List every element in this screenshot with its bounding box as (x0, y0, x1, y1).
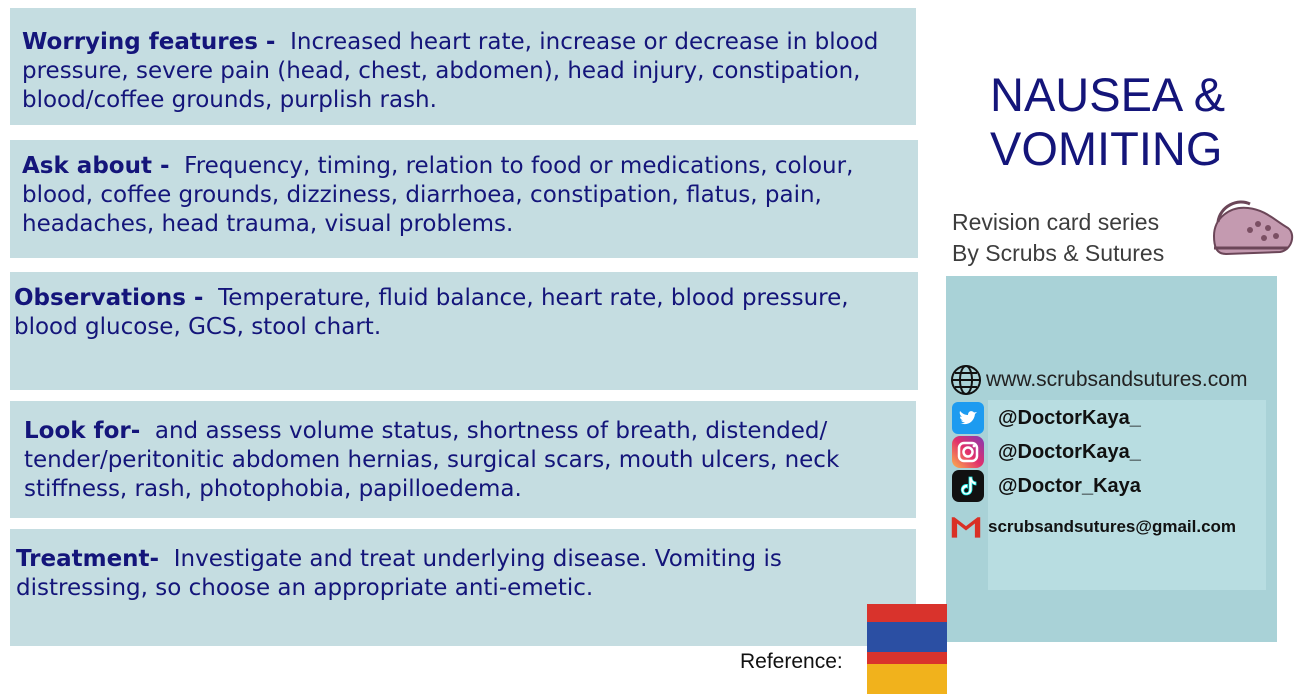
twitter-icon (952, 402, 984, 434)
title-line-1: NAUSEA & (990, 68, 1226, 121)
tiktok-handle[interactable]: @Doctor_Kaya (998, 474, 1141, 497)
website-link[interactable]: www.scrubsandsutures.com (986, 368, 1248, 391)
card-body: Investigate and treat underlying disease… (16, 546, 782, 601)
instagram-row[interactable]: @DoctorKaya_ (952, 436, 1141, 468)
card-heading: Look for- (24, 418, 141, 444)
tiktok-icon (952, 470, 984, 502)
series-line-2: By Scrubs & Sutures (952, 240, 1165, 266)
twitter-row[interactable]: @DoctorKaya_ (952, 402, 1141, 434)
card-heading: Treatment- (16, 546, 160, 572)
website-row[interactable]: www.scrubsandsutures.com (950, 364, 1247, 396)
contact-inner-panel (988, 400, 1266, 590)
gmail-icon (951, 517, 981, 538)
reference-book-cover (867, 604, 947, 694)
title-line-2: VOMITING (990, 122, 1223, 175)
email-address[interactable]: scrubsandsutures@gmail.com (988, 517, 1237, 536)
instagram-icon (952, 436, 984, 468)
card-observations: Observations - Temperature, fluid balanc… (10, 272, 918, 390)
card-body: and assess volume status, shortness of b… (24, 418, 840, 502)
book-bottom-strip (867, 664, 947, 694)
instagram-handle[interactable]: @DoctorKaya_ (998, 440, 1141, 463)
email-row[interactable]: scrubsandsutures@gmail.com (950, 511, 1236, 543)
book-title-band (867, 622, 947, 652)
reference-label: Reference: (740, 650, 843, 673)
tiktok-row[interactable]: @Doctor_Kaya (952, 470, 1141, 502)
series-caption: Revision card series By Scrubs & Sutures (952, 207, 1212, 269)
series-line-1: Revision card series (952, 209, 1160, 235)
card-heading: Ask about - (22, 153, 170, 179)
card-heading: Worrying features - (22, 29, 276, 55)
card-worrying-features: Worrying features - Increased heart rate… (10, 8, 916, 125)
card-look-for: Look for- and assess volume status, shor… (10, 401, 916, 518)
card-treatment: Treatment- Investigate and treat underly… (10, 529, 916, 646)
card-ask-about: Ask about - Frequency, timing, relation … (10, 140, 918, 258)
card-body: Increased heart rate, increase or decrea… (22, 29, 879, 113)
twitter-handle[interactable]: @DoctorKaya_ (998, 406, 1141, 429)
card-body: Temperature, fluid balance, heart rate, … (14, 285, 849, 340)
clog-shoe-icon (1212, 200, 1294, 256)
card-heading: Observations - (14, 285, 204, 311)
page-title: NAUSEA & VOMITING (990, 68, 1260, 176)
globe-icon (951, 365, 981, 395)
card-body: Frequency, timing, relation to food or m… (22, 153, 854, 237)
